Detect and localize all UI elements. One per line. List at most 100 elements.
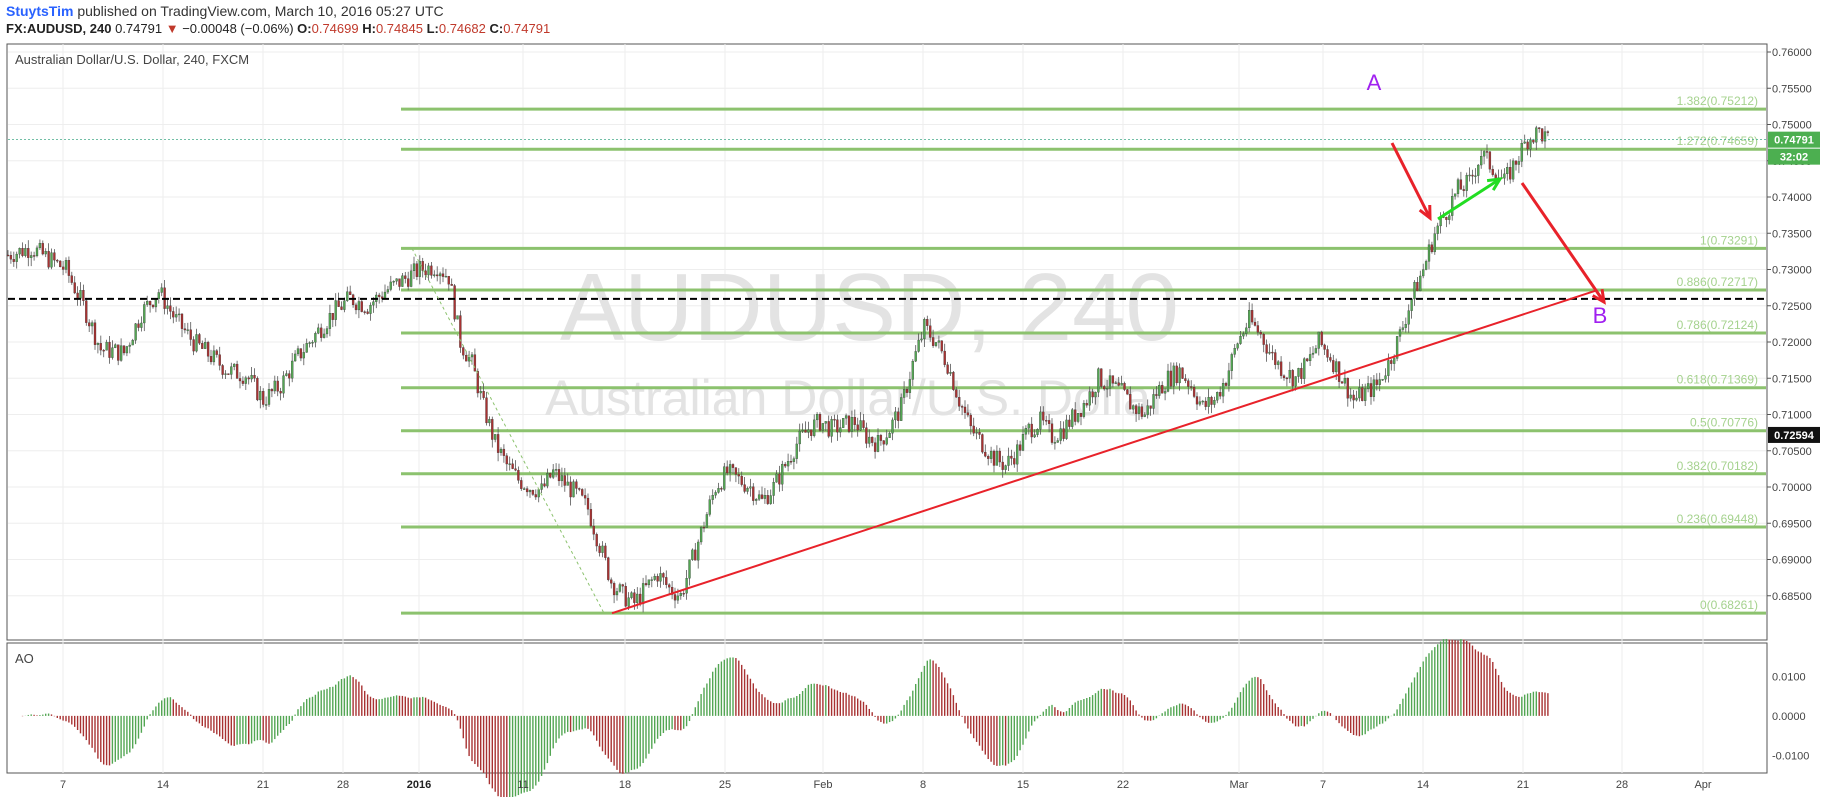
candle-body [795, 443, 798, 459]
candle-body [299, 348, 303, 359]
arrow-up-head [1486, 177, 1503, 191]
candle-body [404, 275, 407, 279]
time-tick: 28 [337, 779, 349, 791]
candle-body [1503, 173, 1506, 179]
candle-body [398, 278, 401, 287]
candle-body [264, 404, 268, 406]
candle-body [792, 458, 796, 462]
last-price-tag-bg [1768, 131, 1820, 148]
candle-body [1256, 325, 1260, 333]
candle-body [148, 301, 152, 306]
candle-body [12, 259, 15, 262]
price-axis[interactable]: 0.760000.755000.750000.745000.740000.735… [1767, 47, 1820, 762]
candle-body [1242, 333, 1245, 337]
candle-body [804, 429, 807, 433]
candle-body [523, 488, 526, 490]
candle-body [76, 292, 79, 299]
candle-body [241, 380, 245, 384]
candle-body [424, 270, 427, 276]
candle-body [1343, 377, 1347, 384]
candle-body [50, 252, 53, 268]
candle-body [1456, 179, 1460, 194]
candle-body [485, 397, 488, 424]
candle-body [644, 583, 648, 586]
candle-body [204, 342, 207, 349]
down-arrow-icon: ▼ [165, 21, 179, 36]
candle-body [1158, 384, 1161, 396]
candle-body [525, 488, 529, 493]
price-tick: 0.74000 [1772, 192, 1812, 204]
candle-body [436, 274, 439, 277]
candle-body [192, 339, 195, 352]
candle-body [90, 322, 94, 327]
candle-body [479, 390, 482, 394]
candle-body [728, 464, 732, 474]
candle-body [146, 301, 149, 305]
candle-body [830, 419, 833, 437]
trendline [611, 289, 1597, 615]
fib-level-label: 1.382(0.75212) [1677, 94, 1758, 108]
candle-body [1314, 348, 1318, 354]
price-tick: 0.68500 [1772, 591, 1812, 603]
candle-body [679, 593, 682, 597]
candle-body [496, 434, 500, 453]
close-label: C: [489, 21, 504, 36]
candle-body [612, 583, 616, 596]
candle-body [833, 419, 836, 421]
candle-body [1123, 383, 1126, 390]
time-tick: Mar [1230, 779, 1249, 791]
candle-body [1268, 351, 1271, 354]
candle-body [931, 337, 935, 346]
candle-body [528, 490, 532, 493]
fib-level-label: 0.5(0.70776) [1690, 416, 1758, 430]
candle-body [789, 461, 793, 463]
candle-body [865, 427, 868, 444]
candle-body [1233, 348, 1236, 355]
drawings[interactable]: AB [8, 70, 1766, 615]
candle-body [293, 353, 297, 362]
candle-body [61, 266, 65, 270]
candle-body [963, 406, 967, 413]
fibonacci-levels[interactable]: 1.382(0.75212) 1.272(0.74659) 1(0.73291) 0.… [401, 94, 1766, 615]
candle-body [430, 265, 433, 276]
candle-body [992, 450, 996, 466]
candle-body [53, 252, 56, 261]
candle-body [1517, 161, 1521, 165]
price-tick: 0.72500 [1772, 301, 1812, 313]
candle-body [1221, 383, 1225, 397]
price-tick: 0.75000 [1772, 120, 1812, 132]
candle-body [392, 281, 395, 283]
candle-body [1021, 434, 1025, 451]
candle-body [1294, 376, 1297, 387]
candle-body [1401, 327, 1405, 330]
time-axis[interactable]: 7 14 21 28 2016 11 18 25 Feb 8 15 22 Mar 7 14 21 28 Apr [60, 779, 1712, 791]
candle-body [1311, 352, 1315, 355]
candle-body [1248, 310, 1251, 329]
candle-body [24, 248, 27, 256]
candle-body [1126, 389, 1129, 395]
candle-body [578, 488, 581, 490]
author-link[interactable]: StuytsTim [6, 3, 74, 19]
arrow-down-1-head [1418, 204, 1432, 222]
candle-body [82, 290, 85, 301]
candle-body [755, 499, 758, 501]
price-tick: 0.69000 [1772, 555, 1812, 567]
candle-body [549, 473, 552, 478]
fib-level-label: 0.786(0.72124) [1677, 318, 1758, 332]
candle-body [778, 473, 781, 485]
candle-body [331, 313, 334, 320]
candle-body [607, 557, 610, 580]
candle-body [749, 486, 752, 489]
candle-body [476, 371, 479, 394]
fib-level-label: 0.236(0.69448) [1677, 512, 1758, 526]
candle-body [206, 342, 210, 357]
candle-body [122, 345, 126, 354]
candle-body [552, 469, 555, 478]
candle-body [195, 334, 198, 352]
candle-body [531, 490, 535, 495]
candle-body [247, 377, 250, 380]
candle-body [1018, 444, 1022, 451]
ao-tick: 0.0000 [1772, 711, 1806, 723]
candle-body [1097, 368, 1100, 393]
